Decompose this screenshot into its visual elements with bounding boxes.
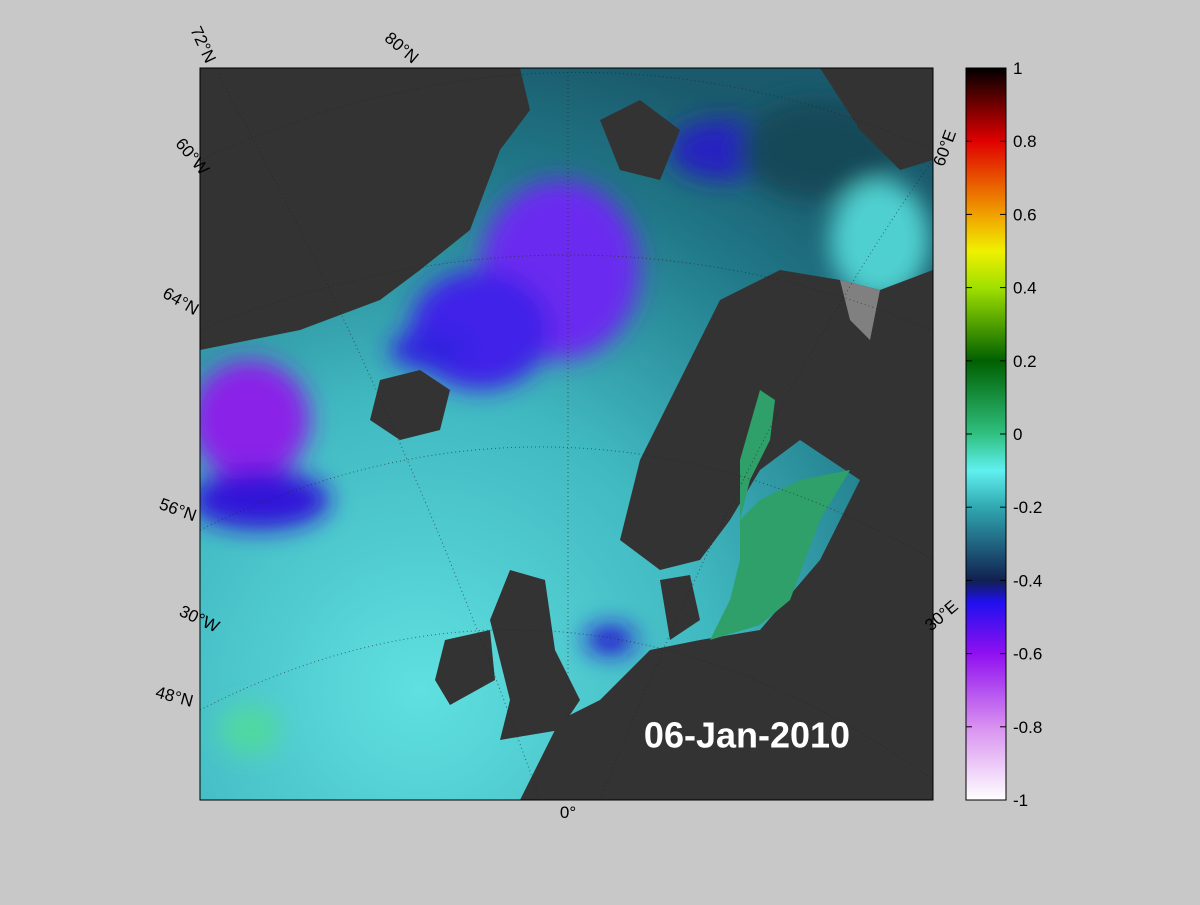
colorbar-tick-label: 0.2 [1013,352,1037,371]
graticule-label: 0° [560,803,576,822]
colorbar-tick-label: -1 [1013,791,1028,810]
graticule-label: 60°E [930,127,961,168]
colorbar-tick-label: 0 [1013,425,1022,444]
colorbar-tick-label: -0.4 [1013,571,1042,590]
anomaly-field [200,100,930,755]
graticule-label: 64°N [160,284,202,319]
colorbar-tick-label: 0.6 [1013,205,1037,224]
graticule-label: 80°N [381,28,422,67]
colorbar-tick-label: -0.6 [1013,645,1042,664]
map-area [200,68,933,800]
colorbar-tick-label: 0.4 [1013,279,1037,298]
graticule-label: 56°N [157,494,199,525]
colorbar-tick-label: -0.8 [1013,718,1042,737]
graticule-label: 72°N [186,23,219,65]
graticule-label: 48°N [154,683,196,711]
date-label: 06-Jan-2010 [644,715,850,756]
colorbar-tick-label: 1 [1013,59,1022,78]
colorbar-tick-label: -0.2 [1013,498,1042,517]
colorbar-tick-label: 0.8 [1013,132,1037,151]
